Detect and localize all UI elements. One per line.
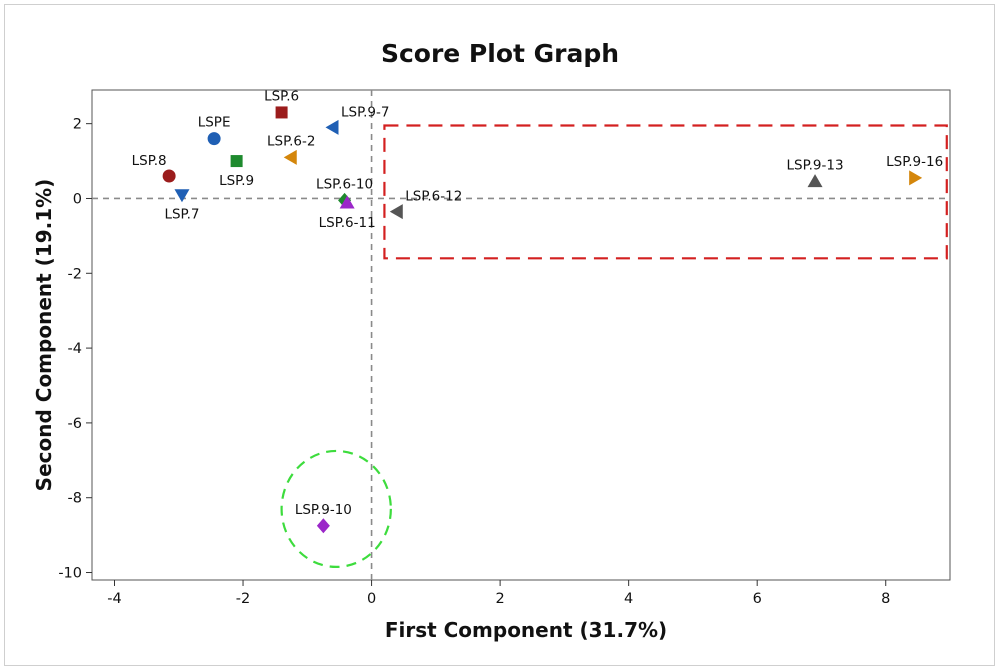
- point-label: LSP.6-10: [316, 176, 373, 192]
- y-tick-label: -6: [68, 416, 82, 432]
- data-point: [275, 106, 288, 119]
- y-tick-label: -2: [68, 266, 82, 282]
- point-label: LSP.8: [132, 153, 167, 169]
- data-point: [207, 132, 221, 146]
- data-point: [230, 155, 243, 168]
- data-point: [339, 195, 355, 209]
- y-axis-label: Second Component (19.1%): [32, 179, 56, 492]
- x-tick-label: -2: [236, 591, 250, 607]
- chart-frame: Score Plot Graph -4 -2 0 2 4 6 8 2 0 -2 -4 -6 -8 -10 Fi…: [4, 4, 995, 666]
- highlight-ellipse: [280, 449, 392, 569]
- data-point: [325, 119, 339, 135]
- y-tick-label: 0: [73, 191, 82, 207]
- y-tick-label: -4: [68, 341, 82, 357]
- x-tick-label: 2: [495, 591, 504, 607]
- point-label: LSPE: [198, 115, 231, 131]
- data-point: [174, 189, 190, 203]
- point-label: LSP.9-7: [341, 104, 389, 120]
- x-tick-label: -4: [107, 591, 121, 607]
- data-point: [162, 169, 176, 183]
- data-point: [316, 518, 330, 534]
- data-point: [807, 174, 823, 188]
- x-tick-label: 4: [624, 591, 633, 607]
- plot-area: [91, 89, 951, 581]
- y-tick-label: 2: [73, 117, 82, 133]
- data-point: [283, 149, 297, 165]
- point-label: LSP.6-2: [267, 133, 315, 149]
- x-tick-label: 0: [367, 591, 376, 607]
- data-point: [909, 170, 923, 186]
- y-tick-label: -10: [58, 566, 82, 582]
- point-label: LSP.6-12: [405, 189, 462, 205]
- score-plot-chart: Score Plot Graph -4 -2 0 2 4 6 8 2 0 -2 -4 -6 -8 -10 Fi…: [32, 39, 951, 642]
- x-tick-label: 6: [753, 591, 762, 607]
- point-label: LSP.9-10: [295, 502, 352, 518]
- point-label: LSP.7: [164, 207, 199, 223]
- y-tick-label: -8: [68, 491, 82, 507]
- x-axis-label: First Component (31.7%): [385, 618, 667, 642]
- point-label: LSP.9-13: [787, 158, 844, 174]
- point-label: LSP.9-16: [886, 154, 943, 170]
- point-label: LSP.9: [219, 173, 254, 189]
- x-tick-label: 8: [881, 591, 890, 607]
- data-point: [389, 204, 403, 220]
- point-label: LSP.6: [264, 88, 299, 104]
- chart-title: Score Plot Graph: [381, 39, 619, 68]
- point-label: LSP.6-11: [319, 215, 376, 231]
- highlight-rectangle: [383, 124, 948, 260]
